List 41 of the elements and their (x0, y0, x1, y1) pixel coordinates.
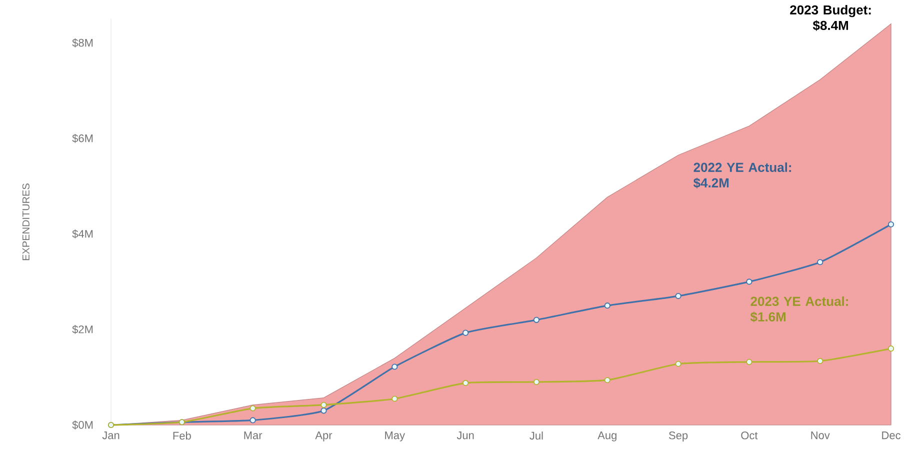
x-tick-label: Sep (668, 432, 688, 442)
point (392, 396, 398, 402)
x-tick-label: Oct (741, 432, 758, 440)
x-tick-label: Jul (530, 432, 543, 440)
point (888, 221, 894, 228)
point (250, 417, 256, 424)
x-tick-label: Jan (102, 432, 120, 440)
point (320, 408, 327, 414)
point (392, 364, 398, 370)
x-tick-label: Dec (882, 432, 900, 440)
y-tick-label: $6M (72, 134, 93, 143)
y-tick-label: $8M (72, 38, 93, 48)
point (320, 402, 327, 408)
x-tick-label: May (385, 432, 406, 442)
point (675, 292, 682, 300)
x-tick-label: Jun (456, 432, 474, 440)
point (746, 278, 752, 285)
y-tick-label: $4M (72, 229, 93, 238)
point (533, 316, 540, 323)
point (604, 302, 610, 309)
x-tick-label: Aug (598, 432, 616, 442)
point (250, 405, 256, 412)
point (746, 358, 752, 365)
y-tick-label: $2M (72, 325, 93, 334)
annotation: 2022 YE Actual: $4.2M (693, 162, 792, 188)
x-tick-label: Nov (811, 432, 830, 440)
point (817, 259, 824, 266)
point (462, 380, 469, 386)
point (675, 360, 682, 367)
point (817, 358, 824, 364)
y-tick-label: $0M (72, 420, 93, 430)
x-tick-label: Apr (315, 432, 332, 442)
point (462, 330, 469, 336)
point (533, 378, 540, 386)
annotation: 2023 YE Actual: $1.6M (750, 296, 848, 322)
point (888, 346, 894, 352)
x-tick-label: Feb (173, 432, 191, 440)
x-tick-label: Mar (244, 432, 262, 440)
y-axis-title: EXPENDITURES (22, 184, 30, 260)
point (604, 377, 610, 384)
annotation: 2023 Budget: $8.4M (790, 4, 871, 31)
